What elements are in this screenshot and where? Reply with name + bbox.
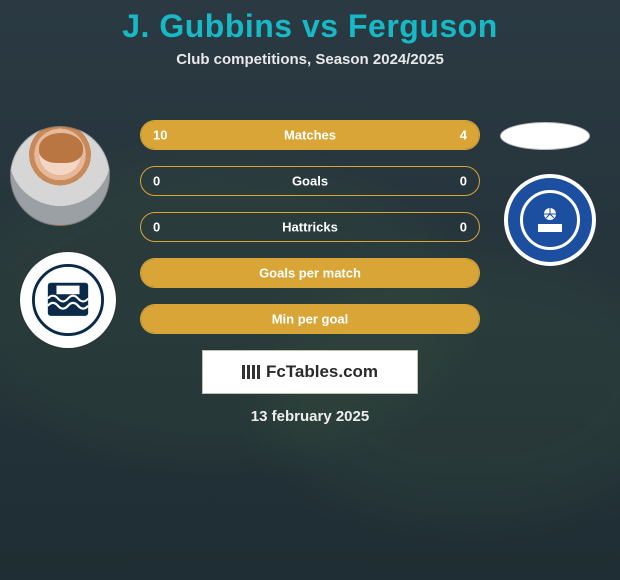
stat-row-min-per-goal: Min per goal bbox=[140, 304, 480, 334]
stat-row-goals: 00Goals bbox=[140, 166, 480, 196]
stat-row-goals-per-match: Goals per match bbox=[140, 258, 480, 288]
page-subtitle: Club competitions, Season 2024/2025 bbox=[0, 51, 620, 68]
player-left-photo bbox=[10, 126, 110, 226]
brand-badge: FcTables.com bbox=[202, 350, 418, 394]
stat-label: Hattricks bbox=[141, 220, 479, 235]
club-crest-right bbox=[504, 174, 596, 266]
stat-label: Goals bbox=[141, 174, 479, 189]
stat-row-matches: 104Matches bbox=[140, 120, 480, 150]
stats-frame: 104Matches 00Goals 00Hattricks Goals per ma… bbox=[140, 120, 480, 350]
club-crest-left bbox=[20, 252, 116, 348]
stat-label: Goals per match bbox=[141, 266, 479, 281]
stat-label: Min per goal bbox=[141, 312, 479, 327]
chart-icon bbox=[242, 365, 260, 379]
date-label: 13 february 2025 bbox=[0, 408, 620, 425]
stat-label: Matches bbox=[141, 128, 479, 143]
rochdale-crest-icon bbox=[520, 190, 580, 250]
stat-row-hattricks: 00Hattricks bbox=[140, 212, 480, 242]
comparison-card: J. Gubbins vs Ferguson Club competitions… bbox=[0, 0, 620, 580]
southend-crest-icon bbox=[32, 264, 104, 336]
player-right-photo-placeholder bbox=[500, 122, 590, 150]
brand-label: FcTables.com bbox=[266, 362, 378, 382]
page-title: J. Gubbins vs Ferguson bbox=[0, 0, 620, 45]
